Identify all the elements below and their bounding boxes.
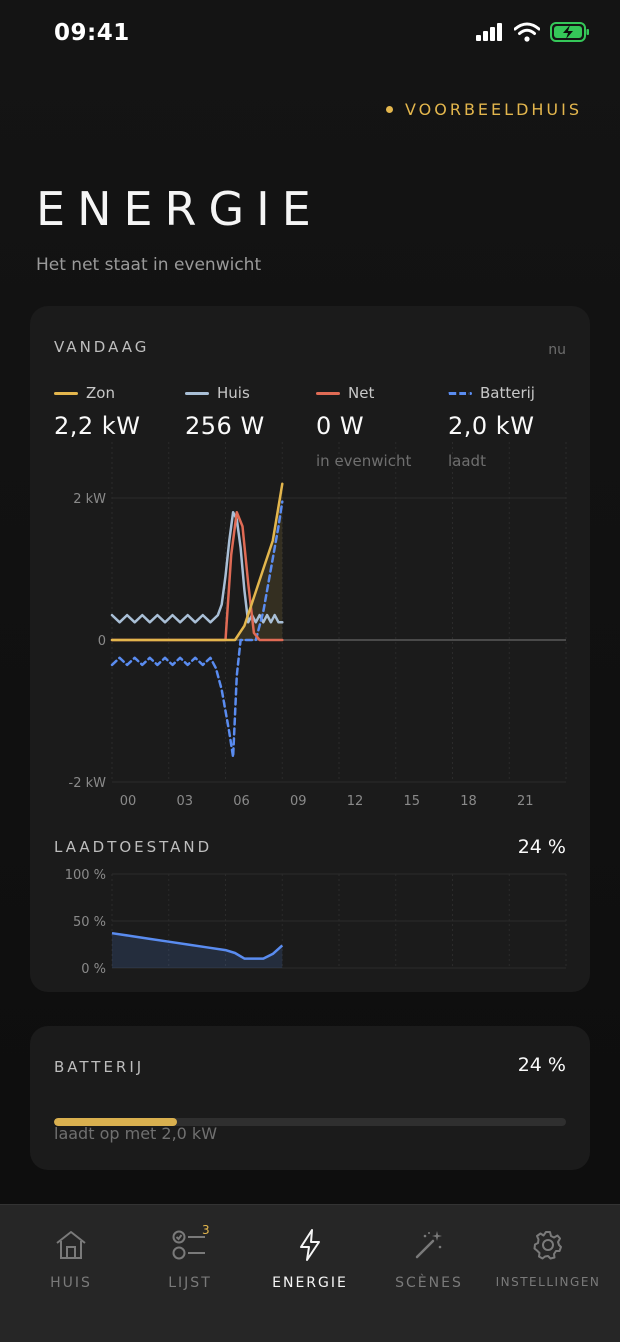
magic-wand-icon <box>415 1231 442 1259</box>
legend-value: 256 W <box>185 412 265 440</box>
legend-value: 2,2 kW <box>54 412 141 440</box>
tab-bar: HUIS 3 LIJST ENERGIE <box>0 1204 620 1342</box>
legend-label: Huis <box>217 384 250 402</box>
home-name: VOORBEELDHUIS <box>404 100 582 119</box>
legend-value: 2,0 kW <box>448 412 535 440</box>
zon-area <box>112 483 283 640</box>
battery-value: 24 % <box>517 1054 566 1076</box>
legend-label: Net <box>348 384 375 402</box>
wifi-icon <box>514 22 540 42</box>
series-line-huis <box>110 510 284 624</box>
tab-scenes[interactable]: SCÈNES <box>367 1225 491 1291</box>
y-tick-label: -2 kW <box>69 776 107 791</box>
x-tick-label: 03 <box>176 794 193 809</box>
legend-net: Net 0 W in evenwicht <box>316 384 411 470</box>
legend-note: in evenwicht <box>316 452 412 470</box>
gear-icon <box>533 1231 562 1260</box>
soc-y-tick-label: 100 % <box>65 868 106 883</box>
battery-progress-fill <box>54 1118 177 1126</box>
battery-progress-track <box>54 1118 566 1126</box>
energy-card: VANDAAG nu Zon 2,2 kW Huis 256 W Net 0 W… <box>30 306 590 992</box>
series-line-net <box>110 510 284 642</box>
tab-label: ENERGIE <box>272 1275 348 1291</box>
soc-y-tick-label: 50 % <box>73 915 106 930</box>
home-dot <box>385 106 393 113</box>
legend-swatch-net <box>316 391 340 395</box>
tab-label: INSTELLINGEN <box>495 1275 601 1289</box>
series-line-zon <box>110 482 284 642</box>
tab-lijst[interactable]: 3 LIJST <box>128 1223 252 1291</box>
battery-charging-icon <box>550 22 589 42</box>
x-tick-label: 15 <box>403 794 420 809</box>
tab-badge: 3 <box>202 1223 210 1237</box>
legend-batterij: Batterij 2,0 kW laadt <box>448 384 535 470</box>
soc-area <box>112 933 283 968</box>
tab-instellingen[interactable]: INSTELLINGEN <box>486 1225 610 1289</box>
legend-swatch-zon <box>54 391 78 395</box>
legend-label: Batterij <box>480 384 535 402</box>
legend-swatch-huis <box>185 391 209 395</box>
legend-label: Zon <box>86 384 115 402</box>
battery-note: laadt op met 2,0 kW <box>54 1124 218 1143</box>
tab-label: LIJST <box>168 1275 212 1291</box>
status-bar: 09:41 <box>0 0 620 70</box>
signal-icon <box>476 23 502 41</box>
x-tick-label: 06 <box>233 794 250 809</box>
x-tick-label: 21 <box>517 794 534 809</box>
x-tick-label: 18 <box>460 794 477 809</box>
soc-title: LAADTOESTAND <box>54 838 213 856</box>
tab-label: SCÈNES <box>395 1275 463 1291</box>
soc-value: 24 % <box>517 836 566 858</box>
y-tick-label: 2 kW <box>73 492 106 507</box>
battery-card[interactable]: BATTERIJ 24 % laadt op met 2,0 kW <box>30 1026 590 1170</box>
x-tick-label: 12 <box>347 794 364 809</box>
legend-zon: Zon 2,2 kW <box>54 384 140 440</box>
power-chart: 2 kW 0 -2 kW 00 03 06 09 12 15 18 21 100 % 50 % 0 % <box>65 442 567 977</box>
legend-huis: Huis 256 W <box>185 384 265 440</box>
soc-line <box>111 931 284 960</box>
x-tick-label: 00 <box>120 794 137 809</box>
legend-note: laadt <box>448 452 486 470</box>
lightning-icon <box>300 1229 320 1261</box>
soc-y-tick-label: 0 % <box>81 962 106 977</box>
legend-value: 0 W <box>316 412 365 440</box>
status-time: 09:41 <box>54 20 130 46</box>
checklist-icon <box>172 1230 205 1260</box>
page-subtitle: Het net staat in evenwicht <box>36 255 262 275</box>
legend-swatch-batterij <box>448 391 472 395</box>
series-line-batterij <box>110 500 284 759</box>
home-icon <box>56 1231 86 1259</box>
tab-huis[interactable]: HUIS <box>9 1225 133 1291</box>
tab-label: HUIS <box>50 1275 92 1291</box>
today-title: VANDAAG <box>54 338 150 356</box>
home-selector[interactable]: VOORBEELDHUIS <box>385 100 582 119</box>
battery-title: BATTERIJ <box>54 1058 145 1076</box>
tab-energie[interactable]: ENERGIE <box>248 1225 372 1291</box>
x-tick-label: 09 <box>290 794 307 809</box>
page-title: ENERGIE <box>36 182 323 236</box>
now-label: nu <box>548 342 566 358</box>
status-icons <box>476 22 590 42</box>
y-tick-label: 0 <box>98 634 106 649</box>
